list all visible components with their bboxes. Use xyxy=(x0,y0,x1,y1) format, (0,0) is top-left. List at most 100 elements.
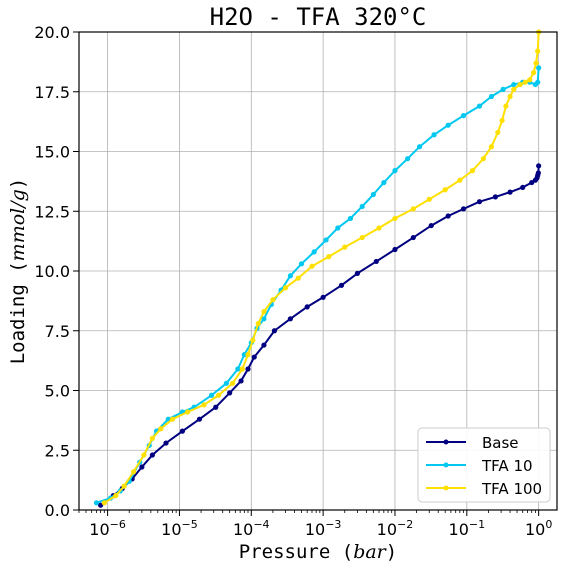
data-point xyxy=(323,237,329,243)
data-point xyxy=(101,500,107,506)
data-point xyxy=(376,225,382,231)
data-point xyxy=(507,93,513,100)
y-tick-label: 12.5 xyxy=(34,202,70,221)
data-point xyxy=(149,435,155,441)
data-point xyxy=(215,392,222,398)
data-point xyxy=(536,65,542,71)
legend-label-tfa100: TFA 100 xyxy=(481,480,542,498)
data-point xyxy=(326,254,332,260)
legend-box xyxy=(417,427,551,503)
data-point xyxy=(381,179,387,186)
data-point xyxy=(511,86,517,92)
data-point xyxy=(251,354,257,360)
data-point xyxy=(445,122,451,128)
data-point xyxy=(522,79,528,85)
data-point xyxy=(196,416,203,422)
legend-item-tfa10: TFA 10 xyxy=(426,457,533,475)
y-axis-label: Loading (mmol/g) xyxy=(7,178,29,365)
data-point xyxy=(282,285,289,291)
data-point xyxy=(130,469,137,475)
data-point xyxy=(235,366,241,372)
data-point xyxy=(295,275,301,281)
data-point xyxy=(201,402,207,408)
legend-marker-tfa10 xyxy=(443,462,449,468)
data-point xyxy=(488,144,495,150)
data-point xyxy=(93,500,100,506)
data-point xyxy=(392,215,398,222)
data-point xyxy=(488,93,495,100)
y-tick-label: 20.0 xyxy=(34,23,70,42)
data-point xyxy=(287,316,293,322)
data-point xyxy=(179,428,186,434)
x-tick-label: 10−5 xyxy=(161,518,198,539)
data-point xyxy=(347,215,354,222)
x-tick-label: 10−2 xyxy=(377,518,414,539)
data-point xyxy=(370,191,376,198)
data-point xyxy=(320,294,326,300)
data-point xyxy=(298,261,305,267)
chart-title: H2O - TFA 320°C xyxy=(210,3,427,31)
data-point xyxy=(245,366,251,372)
data-point xyxy=(163,440,169,446)
data-point xyxy=(342,244,348,250)
data-point xyxy=(169,416,176,422)
legend-marker-tfa100 xyxy=(443,485,449,491)
data-point xyxy=(445,213,451,219)
data-point xyxy=(410,234,416,241)
axis-ticks: 10−6 10−5 10−4 10−3 10−2 10−1 100 0.0 2.5 5.0 7.5 1… xyxy=(34,23,552,539)
data-point xyxy=(517,81,523,88)
data-point xyxy=(499,117,505,124)
y-tick-label: 15.0 xyxy=(34,143,70,162)
y-tick-label: 17.5 xyxy=(34,83,70,102)
data-point xyxy=(416,144,423,150)
legend: Base TFA 10 TFA 100 xyxy=(417,427,551,503)
data-point xyxy=(245,352,251,358)
data-point xyxy=(536,163,542,169)
data-point xyxy=(271,328,278,334)
y-tick-label: 0.0 xyxy=(45,501,70,520)
data-point xyxy=(460,206,467,212)
data-point xyxy=(533,60,539,66)
data-point xyxy=(535,79,541,85)
data-point xyxy=(410,206,416,212)
data-point xyxy=(261,342,267,348)
data-point xyxy=(527,77,533,83)
data-point xyxy=(213,404,219,410)
series-tfa-100 xyxy=(101,29,542,506)
data-point xyxy=(141,452,147,458)
x-axis-label: Pressure (bar) xyxy=(239,541,397,563)
data-point xyxy=(230,380,236,386)
y-tick-label: 10.0 xyxy=(34,262,70,281)
data-point xyxy=(185,409,191,415)
data-point xyxy=(241,352,247,358)
data-point xyxy=(535,170,541,176)
x-tick-label: 10−1 xyxy=(449,518,486,539)
data-point xyxy=(359,203,365,210)
y-tick-label: 5.0 xyxy=(45,382,70,401)
data-point xyxy=(492,194,498,200)
data-point xyxy=(500,86,506,92)
legend-item-base: Base xyxy=(426,434,519,452)
data-point xyxy=(511,81,517,88)
legend-label-tfa10: TFA 10 xyxy=(481,457,533,475)
y-tick-label: 7.5 xyxy=(45,322,70,341)
data-point xyxy=(503,103,509,109)
data-point xyxy=(442,187,448,193)
data-point xyxy=(208,392,215,398)
data-point xyxy=(304,304,310,310)
legend-marker-base xyxy=(443,439,449,445)
data-point xyxy=(428,222,434,229)
data-point xyxy=(261,316,267,322)
x-tick-label: 10−6 xyxy=(89,518,126,539)
data-point xyxy=(392,246,398,253)
data-point xyxy=(335,225,341,231)
data-point xyxy=(223,380,229,386)
data-point xyxy=(354,270,360,276)
x-tick-label: 10−3 xyxy=(305,518,342,539)
x-tick-label: 100 xyxy=(525,518,552,539)
data-point xyxy=(405,156,411,162)
data-point xyxy=(139,464,145,470)
data-point xyxy=(392,168,398,174)
data-point xyxy=(255,320,261,327)
